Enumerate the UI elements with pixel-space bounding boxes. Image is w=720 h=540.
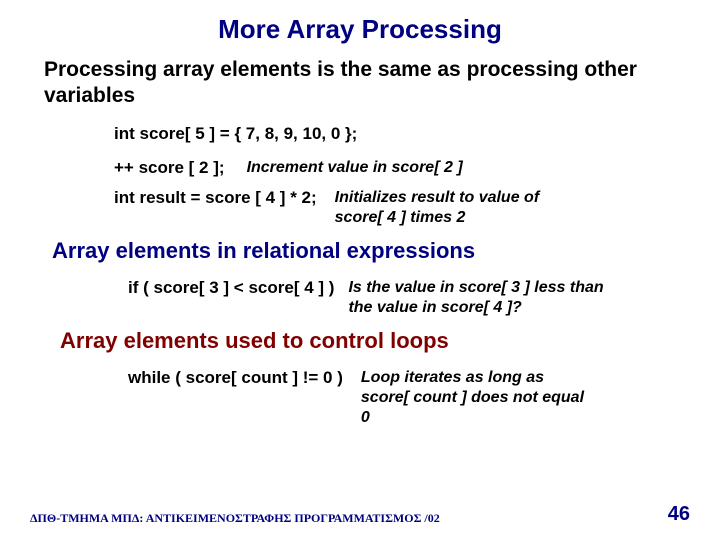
explain-while: Loop iterates as long as score[ count ] … [361, 368, 591, 428]
code-increment: ++ score [ 2 ]; [114, 158, 225, 178]
row-if: if ( score[ 3 ] < score[ 4 ] ) Is the va… [128, 278, 690, 318]
explain-result: Initializes result to value of score[ 4 … [335, 188, 575, 228]
code-result: int result = score [ 4 ] * 2; [114, 188, 317, 208]
page-number: 46 [668, 503, 690, 526]
row-while: while ( score[ count ] != 0 ) Loop itera… [128, 368, 690, 428]
explain-increment: Increment value in score[ 2 ] [247, 158, 463, 178]
explain-if: Is the value in score[ 3 ] less than the… [348, 278, 608, 318]
section-relational: Array elements in relational expressions [52, 238, 690, 264]
row-result: int result = score [ 4 ] * 2; Initialize… [114, 188, 690, 228]
section-loop: Array elements used to control loops [60, 328, 690, 354]
code-declaration: int score[ 5 ] = { 7, 8, 9, 10, 0 }; [114, 124, 690, 144]
row-increment: ++ score [ 2 ]; Increment value in score… [114, 158, 690, 178]
code-while: while ( score[ count ] != 0 ) [128, 368, 343, 388]
footer: ΔΠΘ-ΤΜΗΜΑ ΜΠΔ: ΑΝΤΙΚΕΙΜΕΝΟΣΤΡΑΦΗΣ ΠΡΟΓΡΑ… [30, 503, 690, 526]
slide: More Array Processing Processing array e… [0, 0, 720, 540]
code-if: if ( score[ 3 ] < score[ 4 ] ) [128, 278, 334, 298]
footer-left-text: ΔΠΘ-ΤΜΗΜΑ ΜΠΔ: ΑΝΤΙΚΕΙΜΕΝΟΣΤΡΑΦΗΣ ΠΡΟΓΡΑ… [30, 511, 440, 526]
slide-title: More Array Processing [30, 14, 690, 45]
intro-text: Processing array elements is the same as… [44, 57, 690, 110]
